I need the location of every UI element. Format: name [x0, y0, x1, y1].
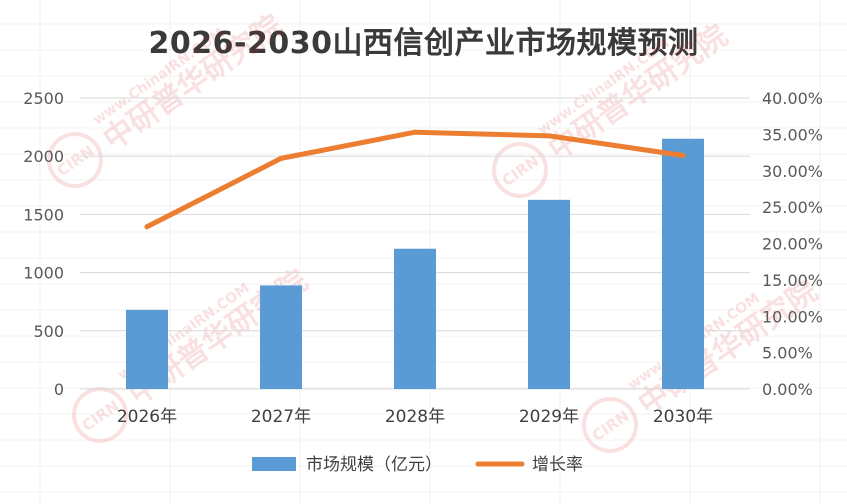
growth-line — [144, 129, 686, 230]
y-right-tick-label: 25.00% — [762, 198, 823, 217]
y-right-tick-label: 40.00% — [762, 89, 823, 108]
legend-line-label: 增长率 — [532, 455, 583, 475]
growth-point — [412, 129, 418, 135]
x-tick-label: 2030年 — [653, 407, 713, 427]
watermark-text: 中研普华研究院 — [542, 18, 734, 167]
bar — [126, 309, 168, 389]
growth-point — [144, 224, 150, 230]
bar — [394, 248, 436, 389]
chart-title: 2026-2030山西信创产业市场规模预测 — [148, 26, 699, 61]
growth-point — [546, 133, 552, 139]
legend-bar-swatch — [252, 457, 296, 471]
x-tick-label: 2028年 — [385, 407, 445, 427]
y-right-tick-label: 10.00% — [762, 307, 823, 326]
bar — [662, 138, 704, 389]
y-left-tick-label: 2500 — [23, 89, 64, 108]
legend-bar-label: 市场规模（亿元） — [306, 455, 442, 475]
y-right-tick-label: 20.00% — [762, 235, 823, 254]
y-left-tick-label: 500 — [33, 322, 64, 341]
bar — [528, 199, 570, 389]
y-right-tick-label: 5.00% — [762, 344, 813, 363]
x-tick-label: 2029年 — [519, 407, 579, 427]
y-right-tick-label: 35.00% — [762, 125, 823, 144]
watermark-logo-ring — [492, 142, 548, 198]
x-tick-label: 2027年 — [251, 407, 311, 427]
y-left-tick-label: 1500 — [23, 205, 64, 224]
y-right-tick-label: 0.00% — [762, 380, 813, 399]
watermark-logo-ring — [72, 387, 128, 443]
bar — [260, 285, 302, 389]
growth-point — [278, 155, 284, 161]
y-left-tick-label: 1000 — [23, 264, 64, 283]
watermark-logo: CIRN — [589, 407, 633, 445]
y-left-tick-label: 2000 — [23, 147, 64, 166]
growth-point — [680, 152, 686, 158]
watermark-logo-ring — [582, 397, 638, 453]
y-right-tick-label: 30.00% — [762, 162, 823, 181]
x-tick-label: 2026年 — [117, 407, 177, 427]
y-left-tick-label: 0 — [54, 380, 64, 399]
watermark-logo: CIRN — [79, 397, 123, 435]
y-right-tick-label: 15.00% — [762, 271, 823, 290]
watermark-logo-ring — [47, 132, 103, 188]
watermark-logo: CIRN — [499, 152, 543, 190]
watermark-text: 中研普华研究院 — [97, 8, 289, 157]
